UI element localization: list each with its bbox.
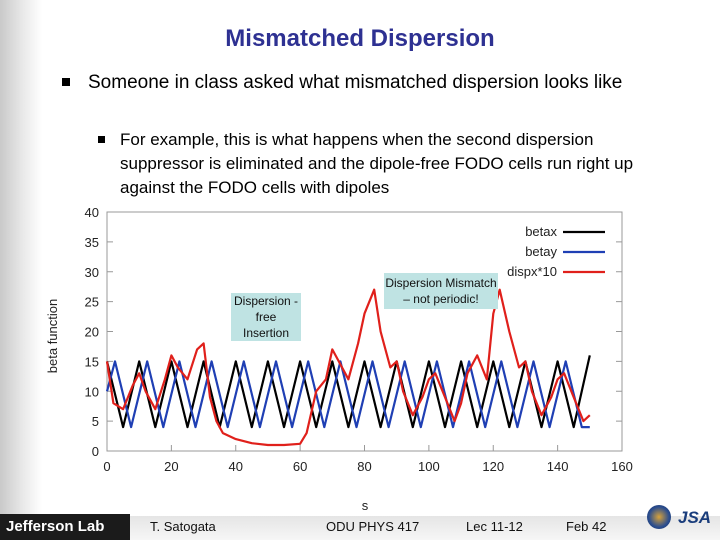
x-tick-label: 80 <box>357 459 371 474</box>
y-tick-label: 20 <box>85 325 99 340</box>
x-tick-label: 120 <box>482 459 504 474</box>
x-tick-label: 40 <box>229 459 243 474</box>
y-tick-label: 35 <box>85 235 99 250</box>
callout-dispersion-mismatch: Dispersion Mismatch – not periodic! <box>384 273 498 309</box>
footer-date: Feb 42 <box>566 519 607 534</box>
bullet-square-icon <box>62 78 70 86</box>
y-axis-ticks: 0 5 10 15 20 25 30 35 40 <box>85 205 622 459</box>
y-axis-label: beta function <box>45 299 60 373</box>
legend-label: betay <box>525 244 557 259</box>
y-tick-label: 25 <box>85 295 99 310</box>
beta-function-plot: 0 5 10 15 20 25 30 35 40 0 20 40 60 80 100 120 140 160 b… <box>45 205 633 513</box>
y-tick-label: 0 <box>92 444 99 459</box>
chart-series <box>105 288 591 447</box>
x-tick-label: 60 <box>293 459 307 474</box>
slide-title: Mismatched Dispersion <box>225 25 495 52</box>
bullet-1-text: Someone in class asked what mismatched d… <box>88 72 623 93</box>
footer-lecture: Lec 11-12 <box>466 519 523 534</box>
legend-label: betax <box>525 224 557 239</box>
y-tick-label: 40 <box>85 205 99 220</box>
x-axis-ticks: 0 20 40 60 80 100 120 140 160 <box>103 445 633 474</box>
x-tick-label: 100 <box>418 459 440 474</box>
footer-course: ODU PHYS 417 <box>326 519 420 534</box>
x-tick-label: 140 <box>547 459 569 474</box>
bullet-square-icon <box>98 136 105 143</box>
university-seal-icon <box>647 505 671 529</box>
x-tick-label: 160 <box>611 459 633 474</box>
callout-dispersion-free-insertion: Dispersion -free Insertion <box>231 293 301 341</box>
y-tick-label: 30 <box>85 265 99 280</box>
y-tick-label: 5 <box>92 414 99 429</box>
footer-author: T. Satogata <box>150 519 216 534</box>
x-tick-label: 20 <box>164 459 178 474</box>
x-axis-label: s <box>362 498 369 513</box>
x-tick-label: 0 <box>103 459 110 474</box>
y-tick-label: 10 <box>85 384 99 399</box>
series-line-betax <box>105 355 591 429</box>
bullet-2-text: For example, this is what happens when t… <box>120 130 634 197</box>
legend-label: dispx*10 <box>507 264 557 279</box>
jefferson-lab-logo: Jefferson Lab <box>0 514 130 540</box>
left-decorative-bar <box>0 0 42 540</box>
series-line-dispx-10 <box>105 288 591 447</box>
jsa-logo: JSA <box>678 508 712 527</box>
chart-legend: betax betay dispx*10 <box>507 224 605 279</box>
y-tick-label: 15 <box>85 354 99 369</box>
